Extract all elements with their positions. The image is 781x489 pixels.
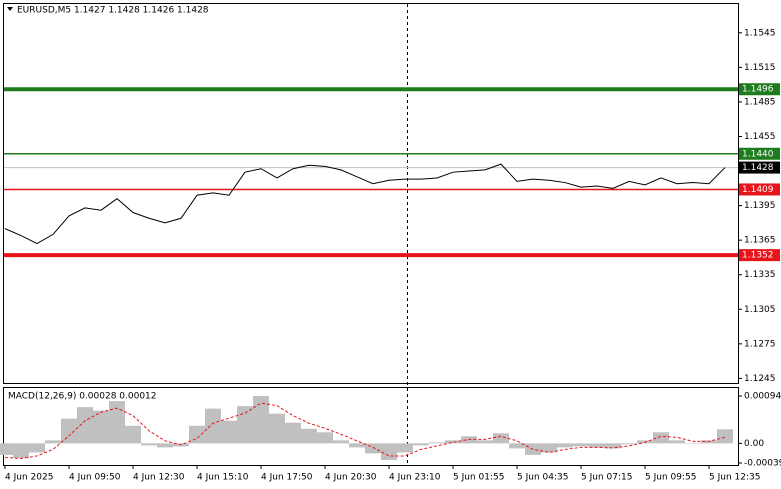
macd-bar: [685, 443, 701, 444]
macd-bar: [413, 443, 429, 446]
chart-title: EURUSD,M5 1.1427 1.1428 1.1426 1.1428: [17, 6, 209, 16]
signal-line: [4, 402, 726, 459]
macd-bar: [109, 401, 125, 444]
macd-bar: [429, 442, 445, 444]
macd-bar: [61, 418, 77, 444]
macd-bar: [653, 432, 669, 444]
macd-bar: [317, 432, 333, 444]
macd-bar: [205, 408, 221, 444]
level-label: 1.1440: [742, 149, 774, 159]
macd-bar: [717, 429, 733, 444]
x-tick-label: 5 Jun 01:55: [453, 473, 504, 483]
macd-bar: [557, 443, 573, 448]
x-tick-label: 4 Jun 12:30: [133, 473, 185, 483]
y-tick-label: 1.1545: [744, 28, 776, 38]
macd-bar: [621, 443, 637, 445]
y-tick-label: -0.00039: [744, 458, 781, 468]
macd-bar: [445, 440, 461, 444]
macd-bar: [125, 425, 141, 444]
last-price-label: 1.1428: [742, 163, 774, 173]
macd-bar: [285, 422, 301, 444]
macd-bar: [541, 443, 557, 453]
x-tick-label: 4 Jun 20:30: [325, 473, 377, 483]
macd-bar: [253, 396, 269, 444]
macd-bar: [93, 410, 109, 444]
level-label: 1.1352: [742, 251, 774, 261]
x-tick-label: 4 Jun 23:10: [389, 473, 441, 483]
level-label: 1.1409: [742, 185, 774, 195]
macd-bar: [301, 428, 317, 444]
macd-bar: [13, 443, 29, 458]
y-tick-label: 1.1305: [744, 305, 776, 315]
macd-bar: [29, 443, 45, 453]
macd-bar: [701, 440, 717, 444]
macd-bar: [669, 440, 685, 444]
y-tick-label: 0.00: [744, 439, 764, 449]
y-tick-label: 1.1395: [744, 201, 776, 211]
level-label-box: [739, 83, 780, 96]
macd-bar: [397, 443, 413, 453]
menu-arrow: [7, 7, 13, 11]
x-tick-label: 5 Jun 04:35: [517, 473, 568, 483]
level-label-box: [739, 183, 780, 196]
main-frame: [3, 3, 739, 384]
macd-bar: [221, 420, 237, 444]
x-tick-label: 5 Jun 09:55: [645, 473, 696, 483]
y-tick-label: 1.1515: [744, 63, 776, 73]
level-label: 1.1496: [742, 85, 774, 95]
y-tick-label: 1.1275: [744, 339, 776, 349]
y-tick-label: 1.1365: [744, 236, 776, 246]
macd-bar: [77, 407, 93, 444]
x-tick-label: 4 Jun 09:50: [69, 473, 121, 483]
macd-bar: [141, 443, 157, 446]
macd-bar: [349, 443, 365, 448]
macd-bar: [189, 425, 205, 444]
x-tick-label: 5 Jun 07:15: [581, 473, 632, 483]
x-tick-label: 4 Jun 2025: [5, 473, 53, 483]
level-label-box: [739, 249, 780, 262]
x-tick-label: 4 Jun 15:10: [197, 473, 249, 483]
macd-bar: [45, 440, 61, 444]
y-tick-label: 1.1245: [744, 374, 776, 384]
macd-bar: [493, 433, 509, 444]
macd-frame: [3, 387, 739, 466]
y-tick-label: 1.1455: [744, 132, 776, 142]
macd-bar: [509, 443, 525, 449]
price-line: [4, 163, 726, 245]
x-tick-label: 5 Jun 12:35: [709, 473, 760, 483]
macd-bar: [589, 443, 605, 448]
last-price-box: [739, 161, 780, 174]
macd-bar: [573, 443, 589, 447]
macd-bar: [365, 443, 381, 454]
macd-bar: [477, 440, 493, 444]
y-tick-label: 1.1485: [744, 97, 776, 107]
macd-bar: [0, 443, 13, 455]
x-tick-label: 4 Jun 17:50: [261, 473, 313, 483]
macd-title: MACD(12,26,9) 0.00028 0.00012: [8, 392, 157, 402]
macd-bar: [237, 406, 253, 444]
y-tick-label: 1.1335: [744, 270, 776, 280]
macd-bar: [269, 413, 285, 444]
macd-bar: [157, 443, 173, 448]
macd-bar: [381, 443, 397, 460]
y-tick-label: 0.00094: [744, 392, 781, 402]
level-label-box: [739, 147, 780, 160]
macd-bar: [605, 443, 621, 449]
macd-bar: [333, 440, 349, 444]
